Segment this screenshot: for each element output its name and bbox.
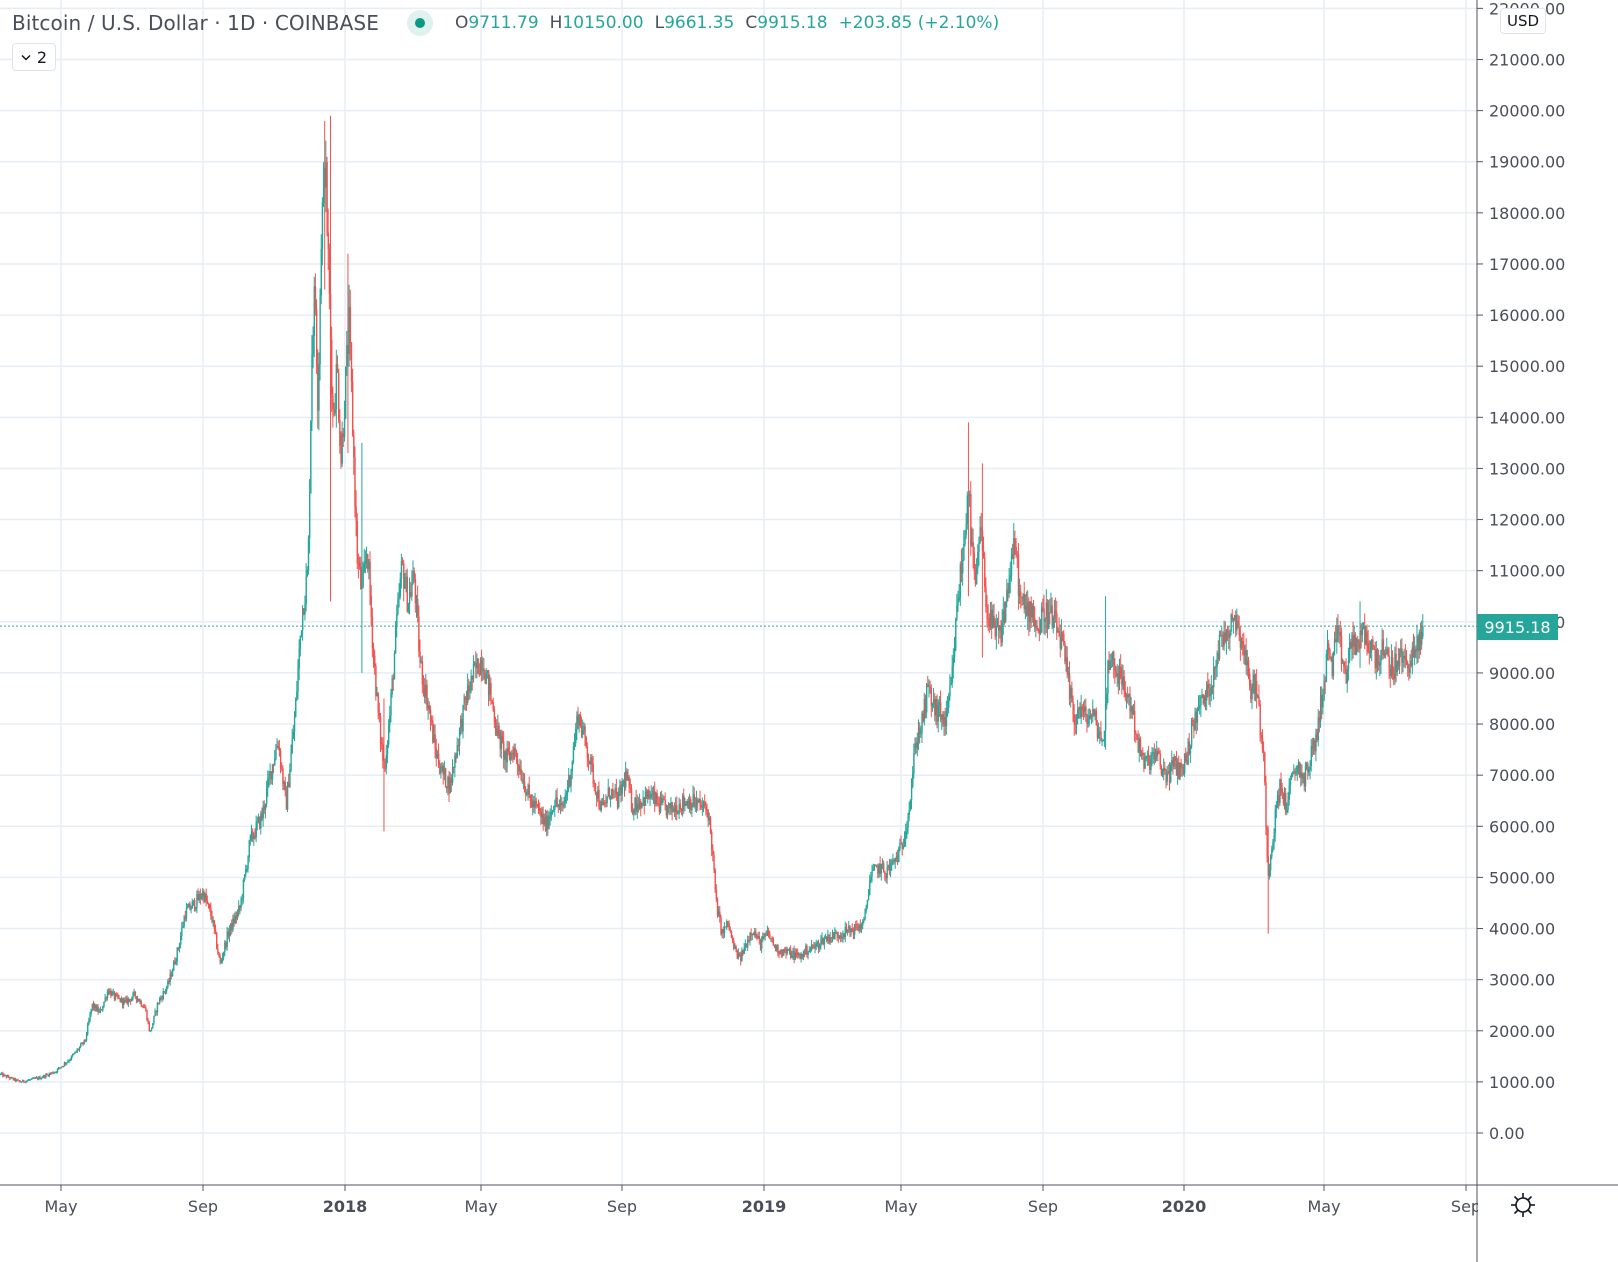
price-tick-label: 6000.00 [1489, 817, 1555, 836]
low-key: L [654, 13, 665, 33]
price-tick-label: 18000.00 [1489, 204, 1565, 223]
time-tick-label: 2020 [1162, 1197, 1207, 1216]
price-tick-label: 21000.00 [1489, 50, 1565, 69]
price-tick-label: 1000.00 [1489, 1073, 1555, 1092]
price-tick-label: 4000.00 [1489, 920, 1555, 939]
time-tick-label: Sep [1451, 1197, 1481, 1216]
close-value: 9915.18 [757, 13, 828, 33]
time-tick-label: May [44, 1197, 77, 1216]
last-price-label: 9915.18 [1477, 614, 1558, 640]
market-status-icon[interactable] [406, 10, 433, 36]
status-dot [414, 18, 425, 28]
candles [0, 115, 1424, 1084]
time-tick-label: 2018 [323, 1197, 368, 1216]
currency-button[interactable]: USD [1500, 8, 1546, 34]
price-axis[interactable]: 22000.0021000.0020000.0019000.0018000.00… [1476, 0, 1565, 1262]
indicator-count: 2 [36, 47, 48, 67]
price-tick-label: 3000.00 [1489, 971, 1555, 990]
open-key: O [454, 13, 469, 33]
time-tick-label: Sep [1028, 1197, 1058, 1216]
price-tick-label: 15000.00 [1489, 357, 1565, 376]
open-value: 9711.79 [468, 13, 539, 33]
price-tick-label: 20000.00 [1489, 102, 1565, 121]
low-value: 9661.35 [664, 13, 735, 33]
price-tick-label: 19000.00 [1489, 153, 1565, 172]
price-tick-label: 13000.00 [1489, 459, 1565, 478]
price-tick-label: 9000.00 [1489, 664, 1555, 683]
close-key: C [745, 13, 758, 33]
time-tick-label: Sep [188, 1197, 218, 1216]
price-tick-label: 16000.00 [1489, 306, 1565, 325]
time-tick-label: 2019 [742, 1197, 787, 1216]
price-tick-label: 12000.00 [1489, 511, 1565, 530]
price-tick-label: 2000.00 [1489, 1022, 1555, 1041]
time-tick-label: Sep [607, 1197, 637, 1216]
time-tick-label: May [464, 1197, 497, 1216]
collapse-indicators-button[interactable]: 2 [12, 43, 56, 71]
ohlc-values: O9711.79 H10150.00 L9661.35 C9915.18 +20… [455, 13, 1010, 33]
high-key: H [549, 13, 563, 33]
time-tick-label: May [884, 1197, 917, 1216]
price-tick-label: 11000.00 [1489, 562, 1565, 581]
price-tick-label: 17000.00 [1489, 255, 1565, 274]
chevron-down-icon [21, 54, 31, 61]
change-value: +203.85 (+2.10%) [838, 13, 1000, 33]
settings-gear-icon[interactable] [1508, 1190, 1538, 1220]
time-axis[interactable]: May Sep 2018 May Sep 2019 May Sep 2020 May Sep [0, 1184, 1618, 1262]
price-tick-label: 8000.00 [1489, 715, 1555, 734]
price-tick-label: 14000.00 [1489, 408, 1565, 427]
price-tick-label: 5000.00 [1489, 868, 1555, 887]
time-tick-label: May [1307, 1197, 1340, 1216]
price-tick-label: 0.00 [1489, 1124, 1525, 1143]
symbol-title[interactable]: Bitcoin / U.S. Dollar · 1D · COINBASE [12, 11, 379, 35]
grid-lines [0, 0, 1477, 1185]
price-tick-label: 7000.00 [1489, 766, 1555, 785]
symbol-legend: Bitcoin / U.S. Dollar · 1D · COINBASE O9… [12, 9, 1010, 37]
high-value: 10150.00 [562, 13, 644, 33]
